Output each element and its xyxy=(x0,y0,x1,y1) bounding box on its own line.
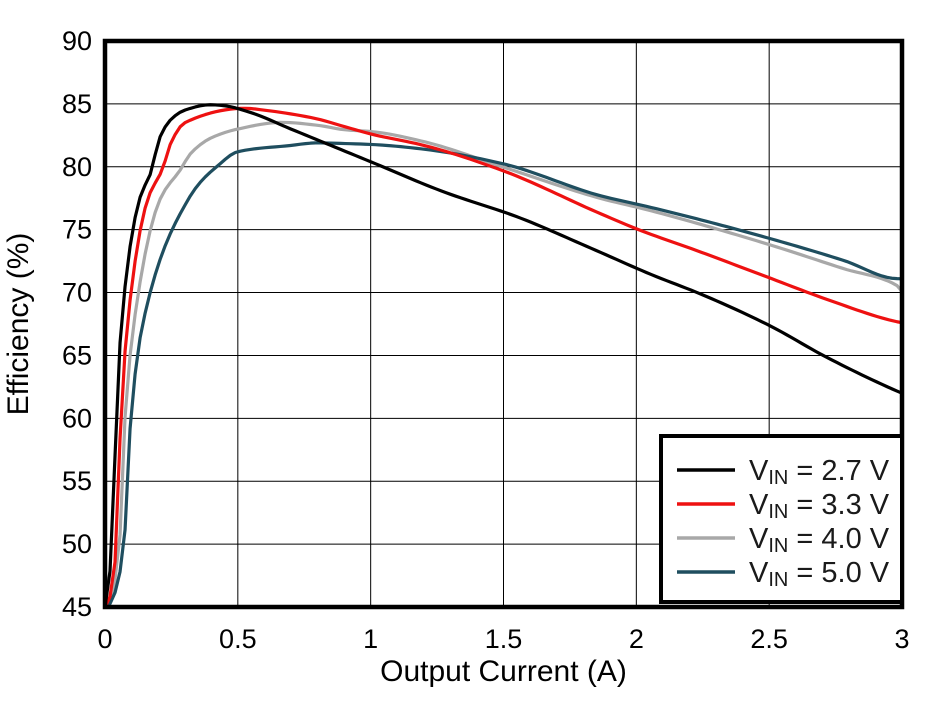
svg-text:Efficiency (%): Efficiency (%) xyxy=(2,233,35,416)
svg-text:70: 70 xyxy=(62,278,92,308)
svg-text:2.5: 2.5 xyxy=(750,624,788,654)
svg-text:1.5: 1.5 xyxy=(485,624,523,654)
svg-text:0.5: 0.5 xyxy=(219,624,257,654)
svg-text:45: 45 xyxy=(62,592,92,622)
svg-text:Output Current (A): Output Current (A) xyxy=(380,655,627,688)
svg-text:50: 50 xyxy=(62,529,92,559)
svg-text:1: 1 xyxy=(363,624,378,654)
svg-text:0: 0 xyxy=(97,624,112,654)
svg-text:2: 2 xyxy=(629,624,644,654)
svg-text:90: 90 xyxy=(62,26,92,56)
svg-text:80: 80 xyxy=(62,152,92,182)
svg-text:65: 65 xyxy=(62,340,92,370)
svg-text:85: 85 xyxy=(62,89,92,119)
svg-text:75: 75 xyxy=(62,215,92,245)
svg-text:3: 3 xyxy=(894,624,909,654)
svg-text:60: 60 xyxy=(62,403,92,433)
svg-text:55: 55 xyxy=(62,466,92,496)
